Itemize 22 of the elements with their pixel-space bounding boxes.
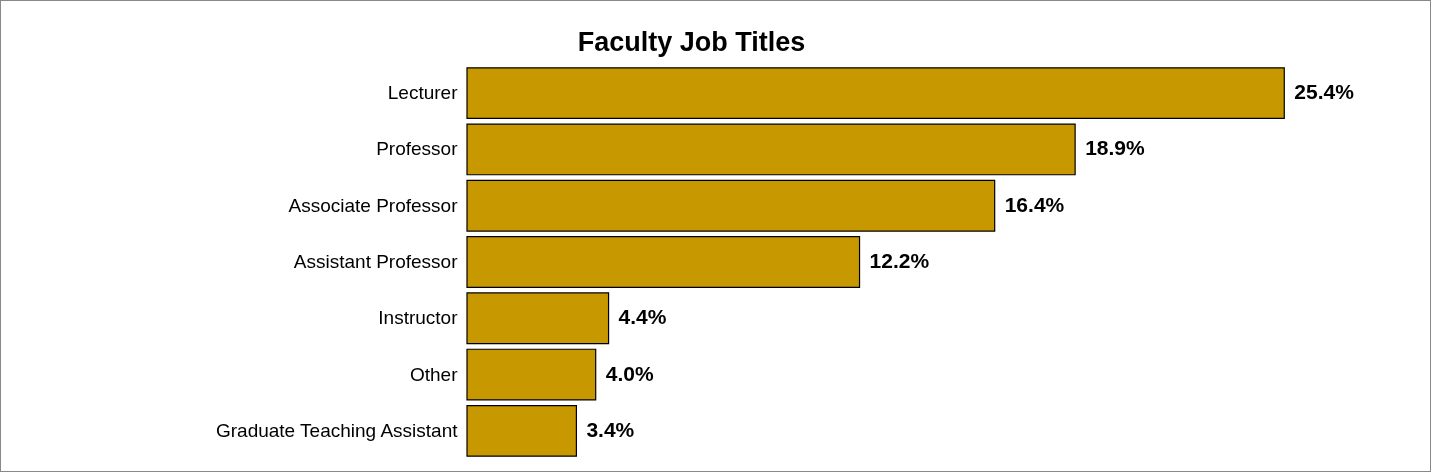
- y-tick-label: Other: [409, 363, 459, 385]
- bar: [466, 123, 1076, 176]
- data-label: 18.9%: [1085, 136, 1145, 160]
- data-label: 4.0%: [605, 361, 654, 385]
- chart-title: Faculty Job Titles: [577, 27, 806, 57]
- data-label: 12.2%: [869, 249, 930, 272]
- data-label: 16.4%: [1004, 192, 1065, 216]
- bar: [466, 404, 577, 457]
- bar: [466, 348, 597, 401]
- data-label: 4.4%: [618, 305, 667, 329]
- bar: [466, 292, 610, 345]
- bar: [466, 236, 861, 288]
- y-tick-label: Associate Professor: [288, 194, 459, 216]
- bar: [466, 67, 1285, 120]
- y-tick-label: Instructor: [378, 307, 459, 329]
- y-tick-label: Assistant Professor: [293, 251, 459, 272]
- data-label: 3.4%: [586, 417, 635, 441]
- bar: [466, 179, 996, 232]
- y-tick-label: Lecturer: [387, 82, 459, 104]
- y-tick-label: Graduate Teaching Assistant: [215, 419, 459, 441]
- data-label: 25.4%: [1294, 80, 1355, 104]
- y-tick-label: Professor: [376, 138, 459, 160]
